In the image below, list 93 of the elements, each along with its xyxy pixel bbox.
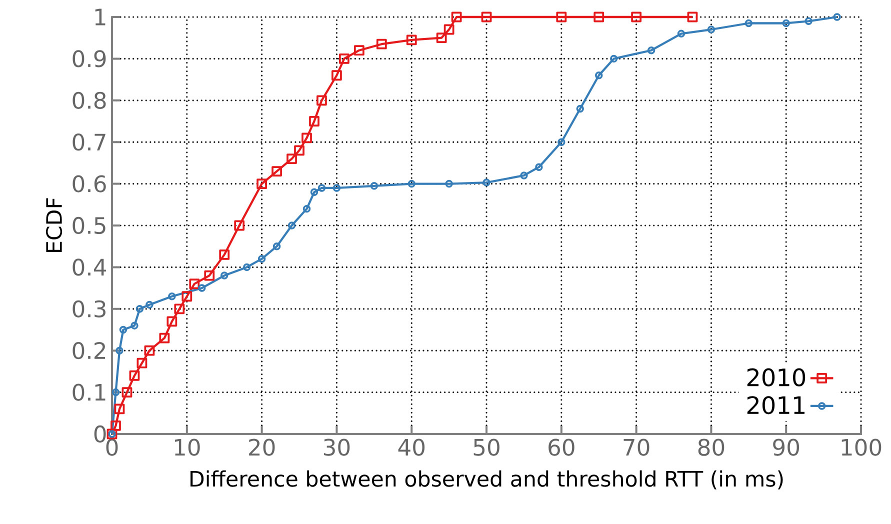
point <box>782 19 790 28</box>
point <box>451 12 462 22</box>
point <box>370 182 378 190</box>
point <box>220 272 228 280</box>
point <box>166 316 178 327</box>
y-tick-label: 0.3 <box>72 300 106 318</box>
point <box>535 163 543 171</box>
point <box>198 284 206 292</box>
point <box>272 166 282 176</box>
y-tick-label: 0.9 <box>72 50 106 68</box>
point <box>436 32 447 44</box>
point <box>174 304 185 314</box>
point <box>288 222 296 230</box>
point <box>677 30 686 38</box>
legend-label: 2011 <box>747 396 804 414</box>
point <box>558 138 566 146</box>
y-tick-label: 1 <box>95 8 106 26</box>
point <box>116 346 124 354</box>
point <box>256 178 268 189</box>
point <box>332 184 341 192</box>
point <box>258 254 266 263</box>
y-tick-label: 0.1 <box>72 384 106 401</box>
point <box>168 292 176 300</box>
point <box>804 17 812 26</box>
point <box>204 270 215 281</box>
point <box>129 370 140 381</box>
point <box>408 180 416 188</box>
point <box>338 53 350 64</box>
point <box>110 420 121 431</box>
point <box>130 322 138 330</box>
y-tick-label: 0.4 <box>72 258 106 276</box>
point <box>136 305 144 313</box>
point <box>707 26 716 34</box>
point <box>219 249 230 260</box>
point <box>182 291 192 302</box>
x-tick-label: 10 <box>174 438 200 456</box>
point <box>316 95 327 106</box>
point <box>159 332 170 344</box>
point <box>114 404 125 414</box>
point <box>481 12 492 22</box>
y-tick-label: 0 <box>94 425 106 443</box>
point <box>122 387 132 398</box>
point <box>272 242 281 250</box>
point <box>444 24 454 35</box>
point <box>332 70 342 81</box>
x-tick-label: 100 <box>842 438 882 456</box>
point <box>136 358 148 368</box>
x-tick-label: 40 <box>398 438 425 456</box>
y-tick-label: 0.6 <box>72 175 106 192</box>
x-axis-title: Difference between observed and threshold RTT (in ms) <box>190 470 783 490</box>
point <box>234 220 245 231</box>
x-tick-label: 20 <box>249 438 275 456</box>
point <box>647 46 656 54</box>
point <box>482 178 490 186</box>
x-tick-label: 50 <box>474 438 500 456</box>
x-tick-label: 30 <box>324 438 350 456</box>
point <box>594 72 603 80</box>
point <box>594 12 604 22</box>
x-tick-label: 60 <box>548 438 574 456</box>
y-tick-label: 0.2 <box>72 342 106 360</box>
point <box>302 204 311 213</box>
y-tick-label: 0.5 <box>72 216 106 234</box>
point <box>406 34 417 46</box>
legend-label: 2010 <box>747 368 806 386</box>
point <box>119 326 128 334</box>
point <box>309 116 320 126</box>
point <box>354 45 364 56</box>
point <box>286 154 297 164</box>
point <box>445 180 453 188</box>
x-tick-label: 90 <box>773 438 800 456</box>
y-tick-label: 0.8 <box>72 92 106 109</box>
point <box>146 300 154 309</box>
point <box>144 345 155 356</box>
point <box>318 184 326 192</box>
point <box>302 132 312 144</box>
y-tick-label: 0.7 <box>72 134 106 151</box>
point <box>631 12 642 22</box>
point <box>610 54 618 63</box>
y-axis-title: ECDF <box>46 198 62 252</box>
point <box>189 278 200 290</box>
x-tick-label: 0 <box>106 438 118 456</box>
point <box>520 172 528 180</box>
point <box>687 12 698 22</box>
point <box>556 12 567 22</box>
point <box>112 388 120 396</box>
point <box>310 188 318 196</box>
point <box>242 263 251 272</box>
x-tick-label: 70 <box>624 438 650 456</box>
point <box>376 38 387 50</box>
point <box>576 104 584 113</box>
point <box>294 145 304 156</box>
x-tick-label: 80 <box>698 438 724 456</box>
point <box>744 19 753 28</box>
